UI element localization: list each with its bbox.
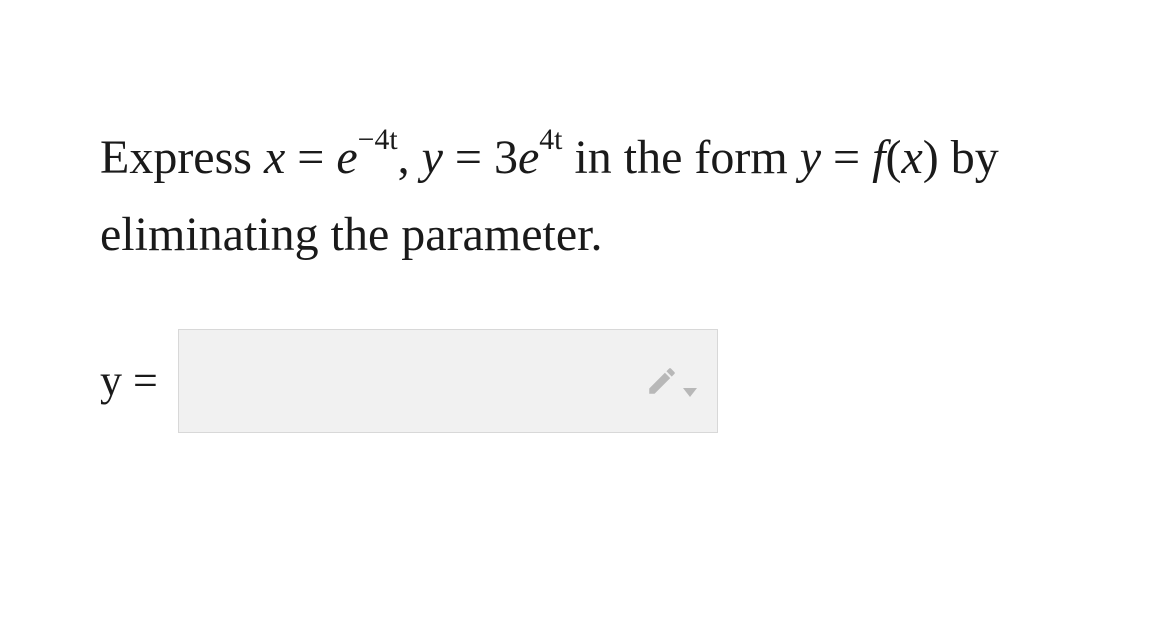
comma: , (398, 131, 422, 184)
var-x2: x (901, 131, 922, 184)
equation-editor-button[interactable] (645, 364, 697, 398)
e-2: e (518, 131, 539, 184)
answer-row: y = (100, 329, 1070, 433)
pencil-icon (645, 364, 679, 398)
text-mid: in the form (562, 131, 799, 184)
eq-3: = (821, 131, 872, 184)
text-prefix: Express (100, 131, 264, 184)
answer-input-box[interactable] (178, 329, 718, 433)
exp-2: 4t (539, 116, 562, 164)
var-y: y (422, 131, 443, 184)
answer-input[interactable] (179, 330, 717, 432)
chevron-down-icon (683, 388, 697, 397)
exp-2-text: 4t (539, 123, 562, 156)
eq-2: = (443, 131, 494, 184)
coef-3: 3 (494, 131, 518, 184)
exp-1-text: −4t (358, 123, 398, 156)
question-container: Express x = e−4t, y = 3e4t in the form y… (0, 0, 1170, 433)
func-f: f (872, 131, 885, 184)
question-text: Express x = e−4t, y = 3e4t in the form y… (100, 120, 1070, 274)
e-1: e (336, 131, 357, 184)
open-paren: ( (885, 131, 901, 184)
close-paren: ) (923, 131, 939, 184)
var-y2: y (800, 131, 821, 184)
exp-1: −4t (358, 116, 398, 164)
eq-1: = (285, 131, 336, 184)
var-x: x (264, 131, 285, 184)
answer-label: y = (100, 355, 158, 406)
